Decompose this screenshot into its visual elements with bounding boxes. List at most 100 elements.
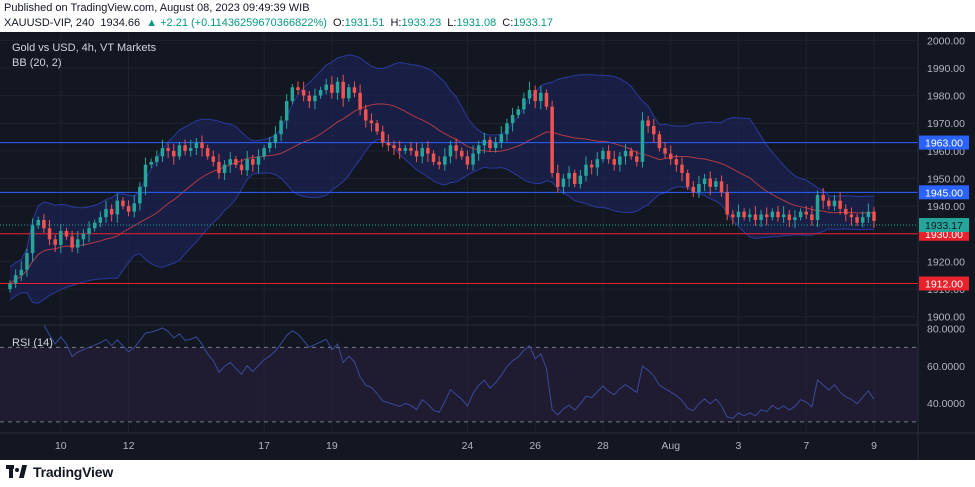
candle-body xyxy=(505,123,509,135)
candle-body xyxy=(556,172,560,187)
candle-body xyxy=(815,195,820,220)
time-tick-label: 19 xyxy=(326,440,338,452)
price-tick-label: 2000.00 xyxy=(927,35,965,47)
candle-body xyxy=(30,225,35,254)
candle-body xyxy=(629,150,633,157)
last-price-tag-bg xyxy=(919,218,969,233)
candle-body xyxy=(245,159,249,171)
rsi-tick-label: 40.0000 xyxy=(927,398,965,410)
candle-body xyxy=(510,114,515,124)
level-price-tag-bg xyxy=(919,185,969,200)
candle-body xyxy=(595,159,600,168)
candle-body xyxy=(121,200,125,207)
candle-body xyxy=(493,142,498,149)
candle-body xyxy=(708,178,712,187)
bb-fill xyxy=(10,54,874,304)
candle-body xyxy=(584,164,588,176)
level-price-tag: 1963.00 xyxy=(925,138,963,150)
candle-body xyxy=(76,239,80,248)
candle-body xyxy=(714,181,718,187)
candle-body xyxy=(844,208,848,215)
level-price-tag-bg xyxy=(919,276,969,291)
candle-body xyxy=(284,101,289,121)
candle-body xyxy=(443,156,447,165)
candle-body xyxy=(872,211,876,221)
bb-basis-line xyxy=(9,103,875,284)
rsi-legend: RSI (14) xyxy=(12,337,53,349)
candle-body xyxy=(358,92,362,110)
candle-body xyxy=(200,142,204,149)
candle-body xyxy=(301,90,306,96)
candle-body xyxy=(70,236,74,248)
candle-body xyxy=(793,217,797,220)
tradingview-logo-icon xyxy=(6,465,28,479)
candle-body xyxy=(160,148,165,157)
candle-body xyxy=(92,222,97,229)
candle-body xyxy=(155,156,159,162)
price-tick-label: 1920.00 xyxy=(927,256,965,268)
price-change: ▲ +2.21 (+0.11436259670366822%) xyxy=(146,17,327,29)
low-label: L: xyxy=(447,17,457,29)
level-price-tag-bg xyxy=(919,135,969,150)
candle-body xyxy=(126,206,131,212)
open-label: O: xyxy=(332,17,345,29)
candle-body xyxy=(454,145,458,151)
price-axis[interactable]: 1900.001910.001920.001930.001940.001950.… xyxy=(919,35,969,324)
candle-body xyxy=(476,145,481,154)
candle-body xyxy=(217,161,221,173)
candle-body xyxy=(13,275,18,284)
candle-body xyxy=(268,142,272,149)
price-tick-label: 1970.00 xyxy=(927,118,965,130)
candle-body xyxy=(448,145,453,157)
candle-body xyxy=(341,81,345,99)
candle-body xyxy=(205,148,210,157)
time-tick-label: 12 xyxy=(123,440,135,452)
candle-body xyxy=(736,211,741,218)
last-price-value: 1934.66 xyxy=(100,17,141,29)
candle-body xyxy=(431,153,436,162)
candle-body xyxy=(115,200,120,215)
candle-body xyxy=(640,120,645,162)
candle-body xyxy=(685,172,690,187)
candle-body xyxy=(279,120,283,135)
candlesticks xyxy=(8,74,876,293)
candle-body xyxy=(347,87,351,99)
candle-body xyxy=(228,159,232,165)
rsi-axis[interactable]: 40.0000 60.0000 80.0000 xyxy=(927,324,965,410)
candle-body xyxy=(539,92,543,102)
candle-body xyxy=(465,156,470,165)
candle-body xyxy=(618,156,622,165)
candle-body xyxy=(657,134,662,149)
bollinger-bands xyxy=(9,54,875,304)
candle-body xyxy=(437,161,441,165)
candle-body xyxy=(262,148,266,157)
candle-body xyxy=(403,148,408,151)
candle-body xyxy=(8,283,12,290)
tradingview-footer[interactable]: TradingView xyxy=(6,462,113,482)
candle-body xyxy=(375,123,379,132)
candle-body xyxy=(380,131,385,143)
candle-body xyxy=(866,211,871,218)
time-axis[interactable]: 10 12 17 19 24 26 28 Aug 3 7 9 xyxy=(55,440,877,452)
time-tick-label: 24 xyxy=(462,440,474,452)
candle-body xyxy=(561,178,566,187)
candle-body xyxy=(414,150,419,157)
candle-body xyxy=(420,148,424,157)
candle-body xyxy=(426,148,430,154)
candle-body xyxy=(352,87,357,93)
candle-body xyxy=(719,181,724,193)
candle-body xyxy=(578,175,583,185)
candle-body xyxy=(753,214,758,220)
candle-body xyxy=(742,211,746,218)
candle-body xyxy=(172,150,176,157)
candle-body xyxy=(612,159,616,165)
candle-body xyxy=(527,90,532,99)
candle-body xyxy=(516,109,520,115)
candle-body xyxy=(471,153,475,165)
candle-body xyxy=(482,139,487,146)
candle-body xyxy=(364,109,368,121)
candle-body xyxy=(646,120,650,126)
price-chart[interactable]: 1900.001910.001920.001930.001940.001950.… xyxy=(0,32,975,460)
candle-body xyxy=(307,95,312,102)
candle-body xyxy=(409,148,413,151)
